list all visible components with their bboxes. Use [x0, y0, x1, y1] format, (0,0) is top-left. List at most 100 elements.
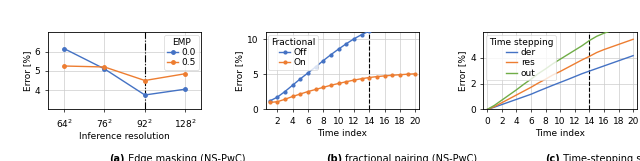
der — [541, 87, 549, 89]
Legend: der, res, out: der, res, out — [486, 35, 556, 80]
On — [281, 98, 289, 100]
res — [614, 43, 622, 45]
On — [342, 81, 350, 83]
out — [527, 78, 535, 80]
Off — [365, 30, 373, 32]
Off — [304, 72, 312, 74]
On — [327, 84, 335, 86]
out — [491, 104, 499, 106]
On — [319, 86, 327, 88]
out — [564, 54, 572, 56]
res — [491, 106, 499, 108]
On — [381, 75, 388, 77]
res — [483, 109, 491, 110]
res — [549, 74, 557, 76]
res — [513, 94, 520, 96]
out — [571, 49, 579, 51]
out — [513, 89, 520, 91]
Y-axis label: Error [%]: Error [%] — [458, 51, 467, 91]
On — [358, 78, 365, 80]
der — [578, 73, 586, 75]
0.0 — [181, 88, 189, 90]
0.5 — [100, 66, 108, 68]
Off — [396, 23, 404, 25]
Off — [342, 43, 350, 45]
On — [365, 76, 373, 78]
Line: 0.5: 0.5 — [63, 64, 187, 82]
Text: (c): (c) — [545, 154, 560, 161]
out — [498, 99, 506, 101]
Text: (b): (b) — [326, 154, 342, 161]
out — [622, 24, 630, 26]
der — [498, 104, 506, 106]
Line: out: out — [487, 24, 633, 109]
Off — [289, 84, 296, 86]
X-axis label: Inference resolution: Inference resolution — [79, 132, 170, 141]
res — [607, 46, 615, 48]
On — [404, 73, 412, 75]
res — [593, 52, 600, 53]
out — [549, 63, 557, 65]
out — [593, 35, 600, 37]
Off — [327, 54, 335, 56]
der — [593, 68, 600, 70]
der — [614, 60, 622, 62]
Y-axis label: Error [%]: Error [%] — [23, 51, 32, 91]
0.0 — [100, 68, 108, 70]
Line: res: res — [487, 39, 633, 109]
res — [556, 71, 564, 72]
res — [578, 59, 586, 61]
res — [629, 38, 637, 40]
out — [541, 68, 549, 70]
On — [266, 101, 273, 103]
out — [534, 73, 542, 75]
out — [629, 23, 637, 24]
On — [296, 93, 304, 95]
Off — [312, 66, 319, 68]
res — [564, 67, 572, 69]
On — [388, 74, 396, 76]
On — [373, 76, 381, 78]
der — [520, 96, 527, 98]
der — [586, 70, 593, 72]
der — [534, 90, 542, 92]
On — [312, 89, 319, 90]
out — [483, 109, 491, 110]
res — [498, 102, 506, 104]
Off — [281, 91, 289, 93]
res — [600, 49, 608, 51]
der — [491, 106, 499, 108]
Off — [296, 78, 304, 80]
Line: Off: Off — [268, 20, 417, 102]
der — [527, 93, 535, 95]
der — [564, 79, 572, 80]
out — [505, 94, 513, 96]
der — [549, 84, 557, 86]
der — [483, 109, 491, 110]
res — [505, 98, 513, 100]
out — [556, 58, 564, 60]
res — [527, 86, 535, 88]
der — [505, 101, 513, 103]
out — [607, 30, 615, 32]
On — [335, 83, 342, 85]
der — [622, 57, 630, 59]
Off — [319, 60, 327, 62]
Legend: Off, On: Off, On — [268, 35, 318, 70]
der — [629, 55, 637, 57]
0.5 — [181, 73, 189, 75]
0.5 — [60, 65, 68, 67]
Legend: 0.0, 0.5: 0.0, 0.5 — [164, 35, 198, 70]
out — [578, 45, 586, 47]
On — [412, 73, 419, 75]
Off — [404, 22, 412, 24]
der — [571, 76, 579, 78]
Line: On: On — [268, 72, 417, 104]
On — [396, 74, 404, 76]
Off — [373, 27, 381, 29]
Text: Time-stepping strategies (NS-SL).: Time-stepping strategies (NS-SL). — [560, 154, 640, 161]
der — [513, 99, 520, 100]
On — [304, 91, 312, 93]
Off — [335, 48, 342, 50]
der — [556, 81, 564, 83]
